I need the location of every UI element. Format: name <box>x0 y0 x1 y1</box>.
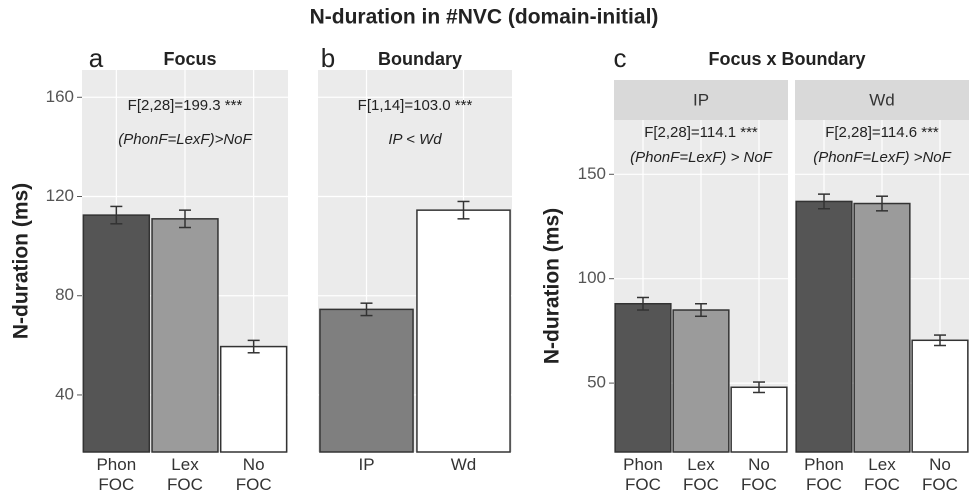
y-tick-label: 40 <box>55 384 74 403</box>
error-bar <box>457 200 470 220</box>
x-tick-label: No FOC <box>741 455 777 494</box>
x-tick-label: Wd <box>451 455 477 474</box>
x-tick-label: No FOC <box>236 455 272 494</box>
y-tick-label: 120 <box>46 186 74 205</box>
x-tick-label: No FOC <box>922 455 958 494</box>
bar <box>672 309 730 453</box>
error-bar <box>818 193 830 210</box>
y-axis-label: N-duration (ms) <box>10 183 33 339</box>
x-tick-label: Lex FOC <box>167 455 203 494</box>
panel-label: b <box>321 43 335 73</box>
error-bar <box>934 334 946 347</box>
x-tick-label: IP <box>358 455 374 474</box>
facet-label: IP <box>693 90 709 109</box>
error-bar <box>110 205 123 225</box>
error-bar <box>179 209 191 229</box>
annotation: F[1,14]=103.0 *** <box>358 97 473 114</box>
error-bar <box>637 296 649 311</box>
bar <box>151 218 219 453</box>
x-tick-label: Phon FOC <box>623 455 663 494</box>
y-tick-label: 160 <box>46 87 74 106</box>
annotation: (PhonF=LexF) > NoF <box>630 149 773 166</box>
bar <box>795 200 853 453</box>
annotation: (PhonF=LexF)>NoF <box>118 131 252 148</box>
error-bar <box>753 381 765 394</box>
y-tick-label: 50 <box>587 373 606 392</box>
y-tick-label: 100 <box>578 268 606 287</box>
panel-label: a <box>89 43 104 73</box>
y-tick-label: 80 <box>55 285 74 304</box>
panel-title: Focus <box>163 49 216 69</box>
x-tick-label: Lex FOC <box>864 455 900 494</box>
panel-label: c <box>614 43 627 73</box>
annotation: (PhonF=LexF) >NoF <box>813 149 951 166</box>
x-tick-label: Phon FOC <box>96 455 136 494</box>
facet-strip <box>795 80 969 120</box>
facet-label: Wd <box>869 90 895 109</box>
panel-title: Focus x Boundary <box>708 49 865 69</box>
bar <box>853 202 911 453</box>
y-tick-label: 150 <box>578 164 606 183</box>
y-axis-label: N-duration (ms) <box>541 208 564 364</box>
bar <box>416 209 511 453</box>
error-bar <box>360 302 373 317</box>
error-bar <box>876 195 888 212</box>
bar <box>82 214 151 453</box>
facet-strip <box>614 80 788 120</box>
annotation: F[2,28]=114.1 *** <box>644 124 758 141</box>
error-bar <box>247 339 260 354</box>
annotation: F[2,28]=199.3 *** <box>128 97 243 114</box>
x-tick-label: Lex FOC <box>683 455 719 494</box>
bar <box>730 386 788 453</box>
bar <box>911 339 969 453</box>
panel-title: Boundary <box>378 49 462 69</box>
bar <box>319 308 414 453</box>
x-tick-label: Phon FOC <box>804 455 844 494</box>
bar <box>219 345 288 453</box>
annotation: F[2,28]=114.6 *** <box>825 124 939 141</box>
annotation: IP < Wd <box>388 131 442 148</box>
error-bar <box>695 302 707 318</box>
bar <box>614 302 672 453</box>
figure-title: N-duration in #NVC (domain-initial) <box>310 6 659 29</box>
